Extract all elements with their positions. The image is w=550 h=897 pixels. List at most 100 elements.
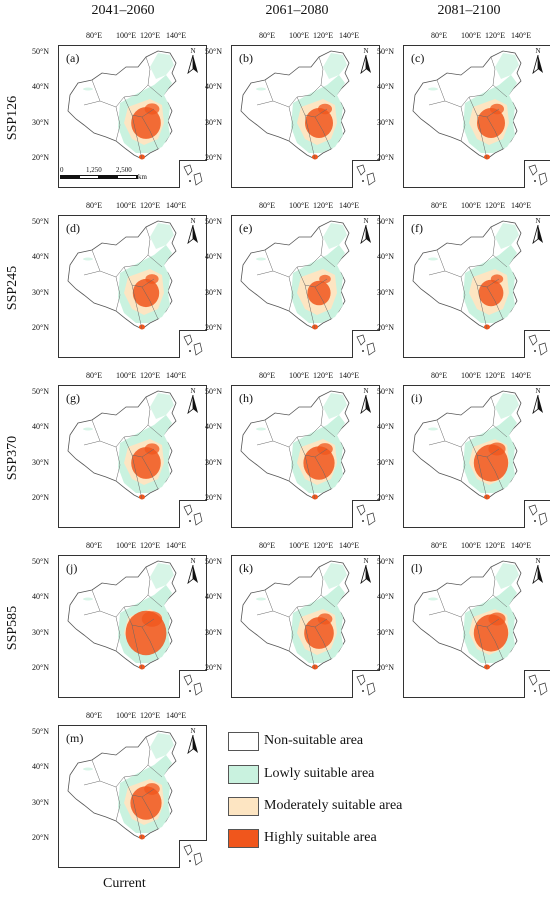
lowly-suitable-zone: [150, 53, 174, 79]
latitude-tick-label: 40°N: [32, 252, 49, 261]
province-boundary: [123, 266, 155, 288]
highly-suitable-zone: [317, 613, 333, 625]
longitude-tick-label: 100°E: [116, 541, 137, 550]
longitude-tick-label: 140°E: [166, 201, 187, 210]
north-arrow-icon: N: [532, 47, 544, 77]
lowly-suitable-zone: [428, 87, 438, 91]
latitude-tick-label: 30°N: [205, 118, 222, 127]
lowly-suitable-zone: [256, 257, 266, 261]
map-panel-a: 80°E 100°E 120°E 140°E 50°N 40°N 30°N 20°N (a) N 0…: [32, 31, 207, 188]
longitude-tick-label: 80°E: [259, 371, 276, 380]
latitude-tick-label: 20°N: [377, 663, 394, 672]
latitude-tick-label: 20°N: [32, 323, 49, 332]
longitude-tick-label: 80°E: [431, 371, 448, 380]
latitude-tick-label: 40°N: [205, 422, 222, 431]
latitude-tick-label: 20°N: [205, 493, 222, 502]
row-title-ssp126: SSP126: [5, 95, 20, 141]
north-arrow-icon: N: [187, 387, 199, 417]
map-panel-k: 80°E 100°E 120°E 140°E 50°N 40°N 30°N 20°N (k) N: [205, 541, 380, 698]
highly-suitable-zone: [319, 274, 331, 284]
panel-tag: (l): [411, 561, 423, 575]
latitude-tick-label: 30°N: [32, 118, 49, 127]
province-boundary: [141, 456, 159, 490]
china-suitability-map: [240, 220, 350, 330]
hainan-island: [484, 664, 490, 670]
lowly-suitable-zone: [428, 597, 438, 601]
longitude-tick-label: 140°E: [339, 541, 360, 550]
province-boundary: [115, 616, 121, 652]
latitude-tick-label: 20°N: [205, 323, 222, 332]
province-boundary: [131, 624, 143, 670]
north-arrow-icon: N: [532, 387, 544, 417]
lowly-suitable-zone: [150, 393, 174, 419]
legend-item-non-suitable: Non-suitable area: [228, 732, 548, 752]
longitude-tick-label: 100°E: [289, 541, 310, 550]
legend-label-non-suitable: Non-suitable area: [264, 733, 364, 748]
china-suitability-map: [412, 220, 522, 330]
longitude-tick-label: 140°E: [166, 711, 187, 720]
longitude-tick-label: 80°E: [86, 541, 103, 550]
lowly-suitable-zone: [495, 53, 519, 79]
highly-suitable-zone: [144, 443, 160, 455]
province-boundary: [115, 446, 121, 482]
map-panel-c: 80°E 100°E 120°E 140°E 50°N 40°N 30°N 20°N (c) N: [377, 31, 550, 188]
south-china-sea-inset: [179, 500, 207, 528]
highly-suitable-zone: [488, 442, 506, 456]
lowly-suitable-zone: [495, 563, 519, 589]
lowly-suitable-zone: [150, 223, 174, 249]
map-panel-e: 80°E 100°E 120°E 140°E 50°N 40°N 30°N 20°N (e) N: [205, 201, 380, 358]
longitude-tick-label: 100°E: [461, 371, 482, 380]
longitude-tick-label: 100°E: [461, 201, 482, 210]
column-title-2061-2080: 2061–2080: [265, 3, 329, 18]
province-boundary: [256, 100, 274, 106]
province-boundary: [304, 284, 316, 330]
province-boundary: [145, 396, 151, 426]
latitude-tick-label: 40°N: [32, 422, 49, 431]
hainan-island: [139, 154, 145, 160]
lowly-suitable-zone: [323, 53, 347, 79]
province-boundary: [428, 100, 446, 106]
south-china-sea-inset: [352, 500, 380, 528]
province-boundary: [468, 266, 500, 288]
province-boundary: [131, 794, 143, 840]
highly-suitable-zone: [132, 278, 160, 308]
latitude-tick-label: 30°N: [377, 458, 394, 467]
lowly-suitable-zone: [323, 393, 347, 419]
latitude-tick-label: 20°N: [377, 153, 394, 162]
latitude-tick-label: 30°N: [377, 628, 394, 637]
map-panel-b: 80°E 100°E 120°E 140°E 50°N 40°N 30°N 20°N (b) N: [205, 31, 380, 188]
latitude-tick-label: 50°N: [32, 387, 49, 396]
longitude-tick-label: 80°E: [431, 201, 448, 210]
latitude-tick-label: 30°N: [205, 288, 222, 297]
latitude-tick-label: 40°N: [377, 592, 394, 601]
panel-tag: (a): [66, 51, 80, 65]
lowly-suitable-zone: [428, 427, 438, 431]
longitude-tick-label: 140°E: [166, 541, 187, 550]
legend-label-lowly-suitable: Lowly suitable area: [264, 766, 375, 781]
map-panel-l: 80°E 100°E 120°E 140°E 50°N 40°N 30°N 20°N (l) N: [377, 541, 550, 698]
china-suitability-map: [67, 730, 177, 840]
province-boundary: [115, 106, 121, 142]
longitude-tick-label: 80°E: [431, 31, 448, 40]
hainan-island: [484, 494, 490, 500]
highly-suitable-zone: [144, 783, 160, 795]
panel-tag: (f): [411, 221, 423, 235]
province-boundary: [83, 270, 101, 276]
map-panel-d: 80°E 100°E 120°E 140°E 50°N 40°N 30°N 20°N (d) N: [32, 201, 207, 358]
longitude-tick-label: 80°E: [86, 31, 103, 40]
longitude-tick-label: 120°E: [140, 711, 161, 720]
lowly-suitable-zone: [83, 427, 93, 431]
longitude-tick-label: 140°E: [511, 31, 532, 40]
south-china-sea-inset: [179, 330, 207, 358]
china-suitability-map: [412, 50, 522, 160]
hainan-island: [312, 324, 318, 330]
lowly-suitable-zone: [256, 427, 266, 431]
province-boundary: [318, 226, 324, 256]
province-boundary: [476, 284, 488, 330]
province-boundary: [296, 606, 328, 628]
north-arrow-icon: N: [187, 47, 199, 77]
longitude-tick-label: 100°E: [116, 201, 137, 210]
lowly-suitable-zone: [428, 257, 438, 261]
latitude-tick-label: 40°N: [32, 592, 49, 601]
latitude-tick-label: 20°N: [32, 153, 49, 162]
